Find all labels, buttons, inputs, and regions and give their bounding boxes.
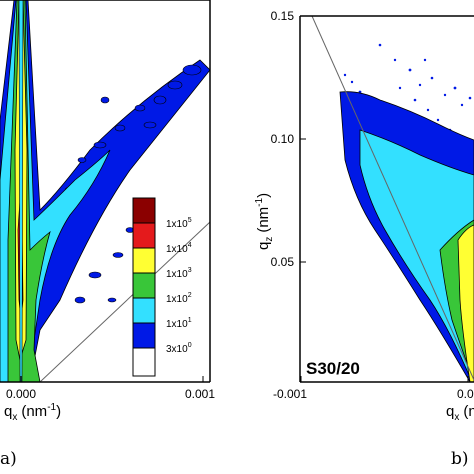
colorbar-swatch-2 [132, 247, 156, 274]
colorbar-label-5: 3x100 [166, 342, 192, 355]
panel-b-region-cyan [359, 129, 474, 382]
panel-b-x-tick-label-0: -0.001 [273, 387, 307, 401]
panel-b-y-tick-label-0: 0.15 [271, 9, 295, 23]
panel-a-limit-line [39, 221, 211, 383]
colorbar-label-3: 1x102 [166, 292, 192, 305]
panel-a-x-tick-label-0: 0.000 [6, 387, 36, 401]
panel-a-region-blue [0, 0, 210, 382]
panel-a-label: a) [0, 449, 17, 469]
colorbar-label-2: 1x103 [166, 267, 192, 280]
panel-b-x-tick-label-1: 0.00 [457, 387, 474, 401]
panel-b-limit-line [311, 15, 474, 381]
colorbar-swatch-1 [132, 222, 156, 249]
panel-b-x-axis-title: qx (n [446, 403, 474, 423]
panel-b-heatmap [339, 43, 474, 382]
panel-b-y-axis-title: qz(nm-1) [254, 193, 275, 250]
colorbar-swatch-0 [132, 197, 156, 224]
panel-a-colorbar: 1x105 1x104 1x103 1x102 1x101 3x100 [132, 197, 192, 377]
colorbar-label-1: 1x104 [166, 242, 192, 255]
panel-b-y-tick-label-1: 0.10 [271, 132, 295, 146]
panel-a-heatmap [0, 0, 210, 382]
panel-a-x-tick-label-1: 0.001 [185, 387, 215, 401]
panel-b-label: b) [451, 449, 469, 469]
colorbar-swatch-5 [132, 322, 156, 349]
panel-b-y-tick-label-2: 0.05 [271, 255, 295, 269]
panel-a-x-axis-title: qx (nm-1) [4, 402, 61, 423]
panel-a-streak [18, 0, 24, 382]
colorbar-swatch-6 [132, 347, 156, 377]
colorbar-label-4: 1x101 [166, 317, 192, 330]
panel-b: 0.15 0.10 0.05 -0.001 0.00 qx(n qz(nm-1)… [254, 9, 474, 469]
colorbar-swatch-4 [132, 297, 156, 324]
colorbar-swatch-3 [132, 272, 156, 299]
panel-b-sample-label: S30/20 [306, 359, 360, 378]
panel-a: 0.000 0.001 qx (nm-1) a) 1x105 1x104 1x10… [0, 0, 215, 469]
colorbar-label-0: 1x105 [166, 217, 192, 230]
